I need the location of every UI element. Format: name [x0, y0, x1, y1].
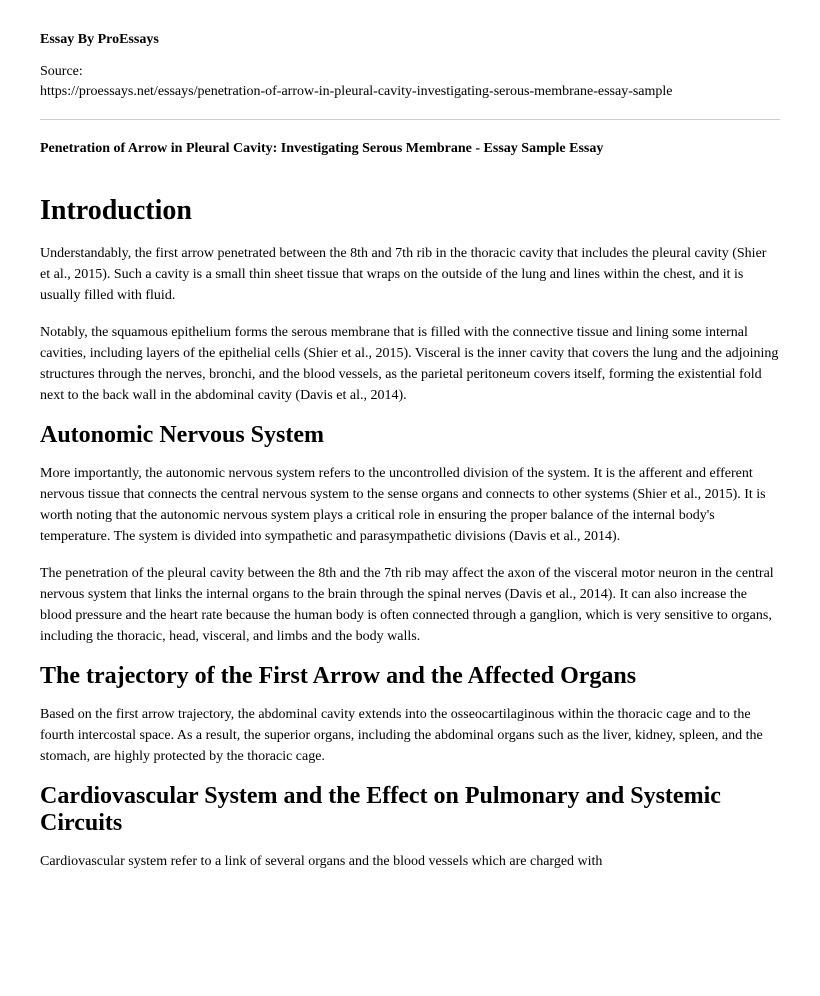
byline: Essay By ProEssays [40, 32, 780, 48]
heading-trajectory: The trajectory of the First Arrow and th… [40, 663, 780, 690]
heading-autonomic-nervous-system: Autonomic Nervous System [40, 422, 780, 449]
paragraph: Understandably, the first arrow penetrat… [40, 243, 780, 306]
heading-cardiovascular: Cardiovascular System and the Effect on … [40, 783, 780, 837]
paragraph: Cardiovascular system refer to a link of… [40, 851, 780, 872]
essay-title: Penetration of Arrow in Pleural Cavity: … [40, 138, 780, 159]
paragraph: More importantly, the autonomic nervous … [40, 463, 780, 547]
paragraph: The penetration of the pleural cavity be… [40, 563, 780, 647]
source-label: Source: [40, 62, 780, 82]
paragraph: Based on the first arrow trajectory, the… [40, 704, 780, 767]
heading-introduction: Introduction [40, 195, 780, 227]
paragraph: Notably, the squamous epithelium forms t… [40, 322, 780, 406]
divider [40, 119, 780, 120]
source-url: https://proessays.net/essays/penetration… [40, 82, 780, 102]
